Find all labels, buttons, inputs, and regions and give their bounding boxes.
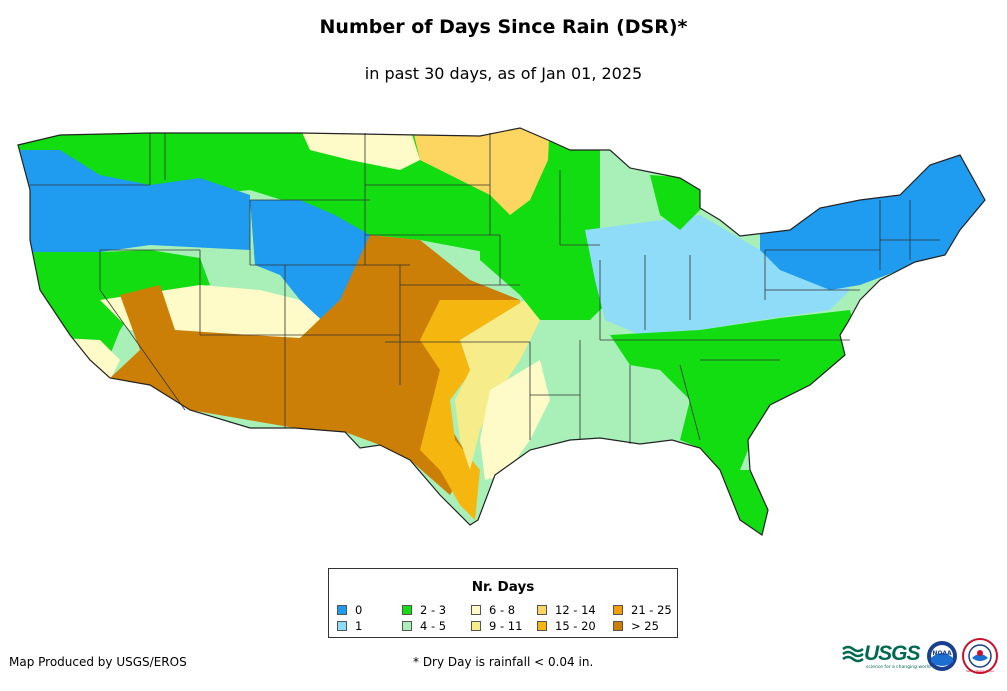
dsr-zone-2-3-southeast [610, 310, 860, 470]
legend-label: 21 - 25 [631, 603, 672, 617]
usgs-tagline: science for a changing world [866, 665, 931, 670]
legend-item: 2 - 3 [402, 603, 446, 617]
legend-label: 12 - 14 [555, 603, 596, 617]
legend-swatch [471, 605, 481, 615]
legend-item: > 25 [613, 619, 659, 633]
dsr-zone-0-pacific-nw [18, 150, 250, 255]
legend-swatch [337, 605, 347, 615]
legend-label: 4 - 5 [420, 619, 447, 633]
legend-item: 15 - 20 [537, 619, 596, 633]
usgs-wordmark: USGS [864, 642, 921, 665]
legend-label: 2 - 3 [420, 603, 447, 617]
legend-item: 9 - 11 [471, 619, 522, 633]
dsr-zone-6-8-east-texas [480, 360, 550, 480]
dsr-regions [18, 128, 985, 535]
legend-swatch [537, 605, 547, 615]
legend-swatch [402, 621, 412, 631]
legend-swatch [613, 605, 623, 615]
legend-label: 6 - 8 [489, 603, 516, 617]
noaa-logo-icon: NOAA [927, 641, 957, 671]
legend-label: 0 [355, 603, 363, 617]
map-subtitle: in past 30 days, as of Jan 01, 2025 [364, 64, 643, 83]
legend-swatch [537, 621, 547, 631]
dsr-zone-9-11-oklahoma [455, 300, 540, 470]
map-credit: Map Produced by USGS/EROS [9, 655, 187, 669]
legend-item: 21 - 25 [613, 603, 672, 617]
legend-item: 12 - 14 [537, 603, 596, 617]
dsr-zone-2-3-florida [720, 470, 768, 535]
dsr-zone-gt25-southwest [110, 235, 520, 495]
dsr-zone-0-northeast [760, 150, 985, 290]
nws-text: National Weather Service [966, 670, 994, 673]
legend-item: 6 - 8 [471, 603, 515, 617]
legend-swatch [402, 605, 412, 615]
legend-item: 1 [337, 619, 362, 633]
dry-day-footnote: * Dry Day is rainfall < 0.04 in. [413, 655, 594, 669]
legend-item: 4 - 5 [402, 619, 446, 633]
us-dsr-map [17, 127, 986, 536]
dsr-zone-15-20-texas [420, 300, 520, 520]
legend-title: Nr. Days [471, 579, 535, 595]
legend-label: 15 - 20 [555, 619, 596, 633]
us-outline [17, 127, 986, 536]
legend-swatch [613, 621, 623, 631]
dsr-zone-1-ohio-valley [585, 215, 850, 335]
map-title: Number of Days Since Rain (DSR)* [319, 16, 688, 38]
dsr-zone-6-8-montana [300, 128, 420, 170]
usgs-logo: USGS science for a changing world [842, 642, 931, 670]
legend-swatch [337, 621, 347, 631]
nws-logo-icon: National Weather Service [962, 638, 998, 674]
state-boundaries [30, 133, 940, 444]
usgs-wave-icon [842, 643, 864, 665]
noaa-text: NOAA [932, 650, 952, 657]
legend-swatch [471, 621, 481, 631]
legend: Nr. Days 0 1 2 - 3 4 - 5 6 - 8 9 - 11 12 - 14 1… [328, 568, 678, 638]
legend-item: 0 [337, 603, 362, 617]
dsr-zone-12-14-dakotas [410, 128, 550, 215]
legend-label: 1 [355, 619, 363, 633]
legend-label: > 25 [631, 619, 659, 633]
dsr-zone-0-rockies [250, 200, 370, 325]
legend-label: 9 - 11 [489, 619, 523, 633]
